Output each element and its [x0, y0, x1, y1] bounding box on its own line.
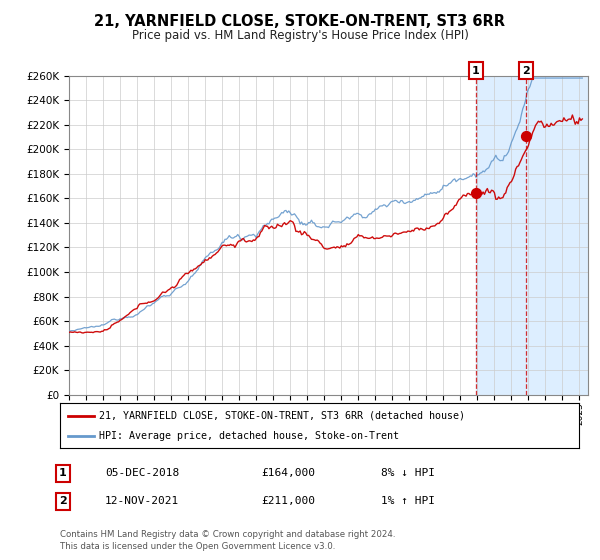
- Text: This data is licensed under the Open Government Licence v3.0.: This data is licensed under the Open Gov…: [60, 542, 335, 551]
- Text: 21, YARNFIELD CLOSE, STOKE-ON-TRENT, ST3 6RR: 21, YARNFIELD CLOSE, STOKE-ON-TRENT, ST3…: [95, 14, 505, 29]
- Text: 2: 2: [523, 66, 530, 76]
- Text: 21, YARNFIELD CLOSE, STOKE-ON-TRENT, ST3 6RR (detached house): 21, YARNFIELD CLOSE, STOKE-ON-TRENT, ST3…: [99, 410, 465, 421]
- Text: Contains HM Land Registry data © Crown copyright and database right 2024.: Contains HM Land Registry data © Crown c…: [60, 530, 395, 539]
- Text: 05-DEC-2018: 05-DEC-2018: [105, 468, 179, 478]
- Bar: [476, 76, 588, 395]
- Text: £164,000: £164,000: [261, 468, 315, 478]
- Text: 2: 2: [59, 496, 67, 506]
- Point: [471, 189, 481, 198]
- Point: [521, 131, 531, 140]
- Text: 12-NOV-2021: 12-NOV-2021: [105, 496, 179, 506]
- Text: £211,000: £211,000: [261, 496, 315, 506]
- Text: 8% ↓ HPI: 8% ↓ HPI: [381, 468, 435, 478]
- Text: 1: 1: [59, 468, 67, 478]
- Text: 1% ↑ HPI: 1% ↑ HPI: [381, 496, 435, 506]
- Text: 1: 1: [472, 66, 480, 76]
- Text: Price paid vs. HM Land Registry's House Price Index (HPI): Price paid vs. HM Land Registry's House …: [131, 29, 469, 42]
- Text: HPI: Average price, detached house, Stoke-on-Trent: HPI: Average price, detached house, Stok…: [99, 431, 399, 441]
